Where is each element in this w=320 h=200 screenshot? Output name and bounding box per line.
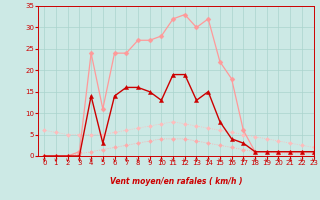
X-axis label: Vent moyen/en rafales ( km/h ): Vent moyen/en rafales ( km/h )	[110, 177, 242, 186]
